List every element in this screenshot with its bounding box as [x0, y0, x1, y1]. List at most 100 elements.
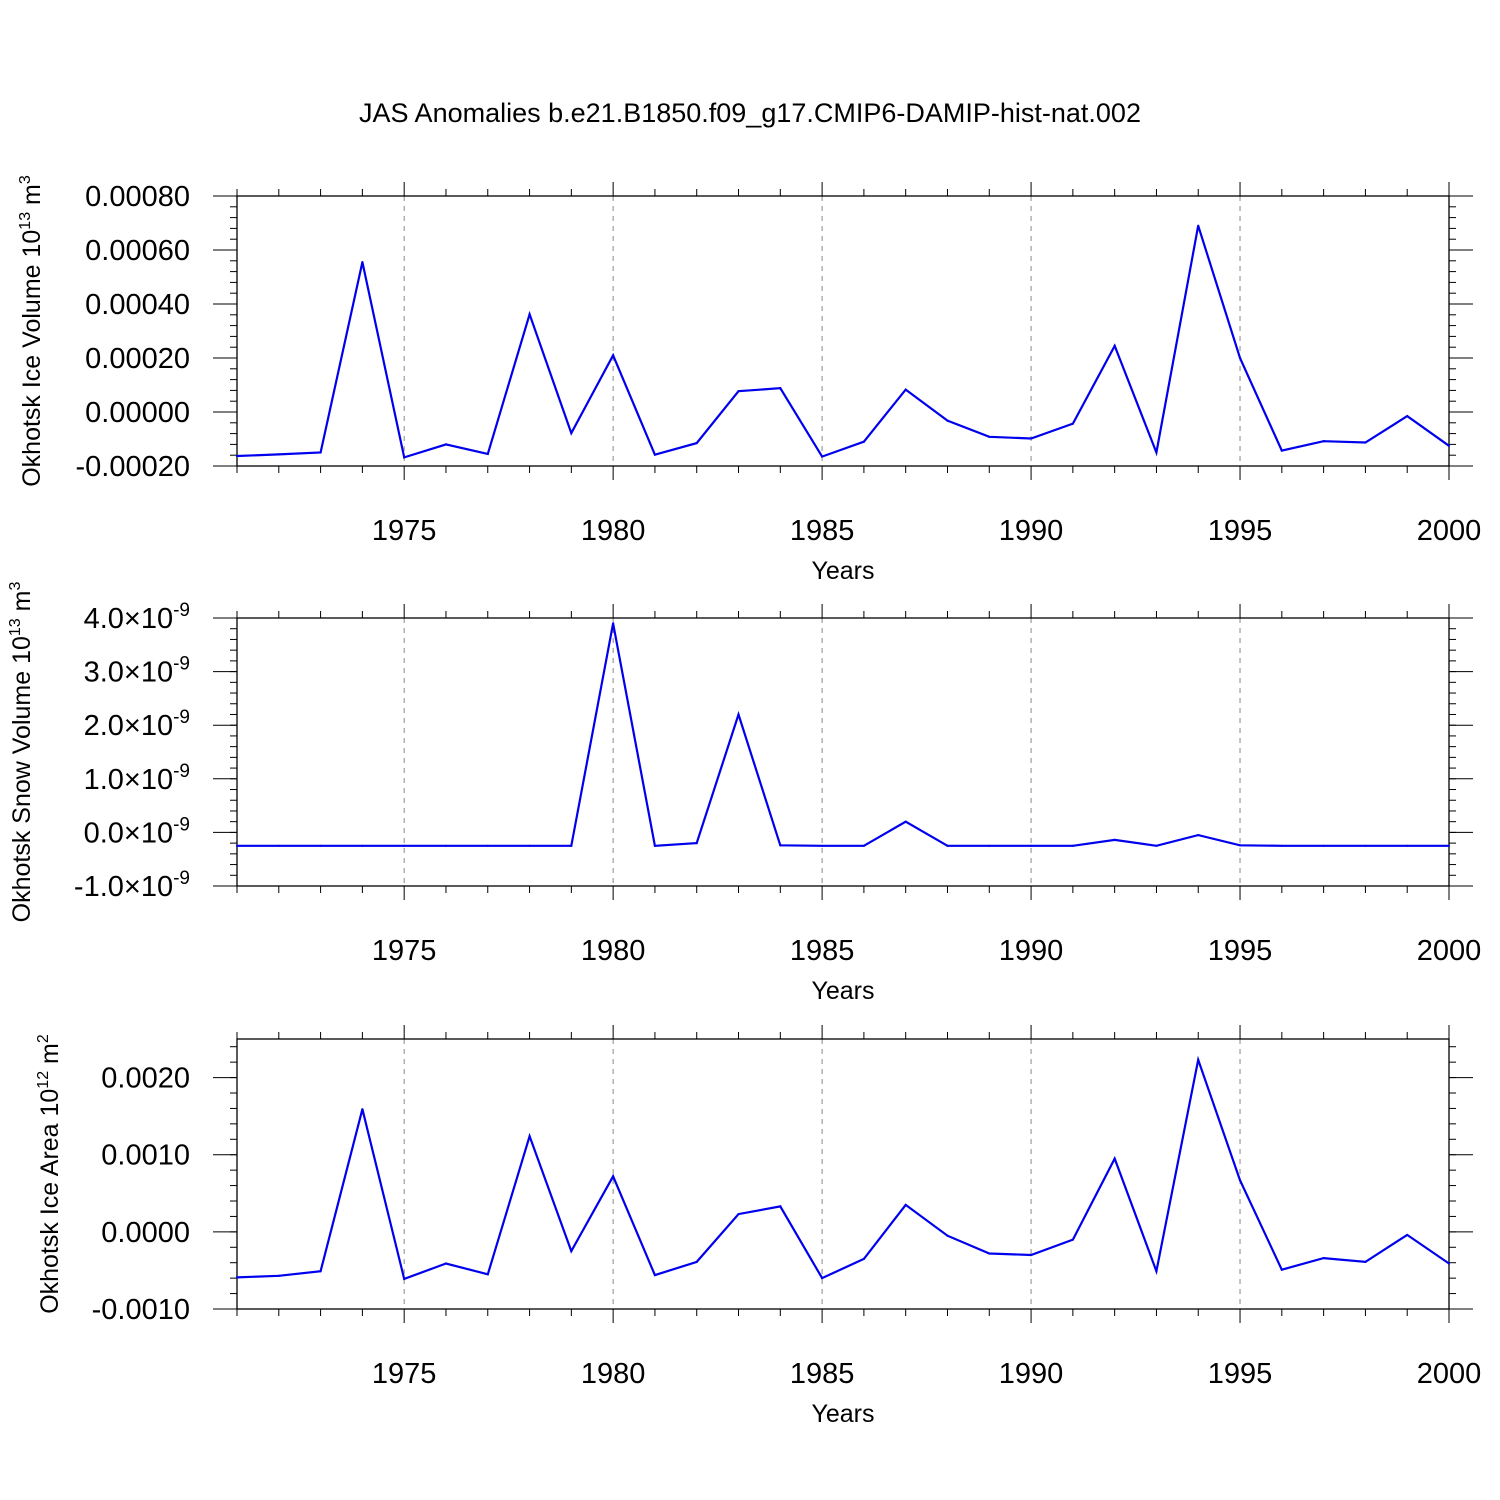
data-point [737, 713, 740, 716]
data-point [904, 820, 907, 823]
data-point [946, 419, 949, 422]
y-tick-label: 4.0×10-9 [84, 600, 190, 635]
data-point [403, 1277, 406, 1281]
y-axis-title-exponent: 13 [17, 212, 34, 230]
y-axis-title-exponent: 13 [7, 618, 24, 636]
data-point [570, 431, 573, 435]
data-point [1406, 844, 1409, 847]
x-tick-label: 2000 [1417, 935, 1482, 967]
y-axis-title-unit-exponent: 3 [7, 582, 24, 591]
chart-panel-3: 1975 1980 1985 1990 1995 2000 -0.0010 0.0000 0.0… [35, 1025, 1481, 1428]
data-point [1113, 838, 1116, 842]
data-point [1406, 414, 1409, 418]
x-tick-label: 2000 [1417, 515, 1482, 547]
data-point [361, 844, 364, 847]
data-point [779, 387, 782, 390]
y-axis-title-unit: m [18, 184, 46, 212]
plot-frame [236, 617, 1450, 887]
data-point [1155, 1270, 1158, 1273]
data-point [235, 454, 239, 458]
y-tick-label: -0.00020 [76, 451, 191, 483]
data-point [361, 1108, 364, 1111]
y-tick-label: 0.0020 [101, 1063, 190, 1095]
data-point [1364, 1260, 1367, 1264]
data-point [904, 1203, 907, 1206]
plot-frame [236, 1038, 1450, 1310]
y-tick-exponent: -9 [173, 814, 190, 835]
y-axis-title-unit: m [8, 591, 36, 619]
y-tick-times: ×10 [124, 603, 173, 635]
y-tick-mantissa: 1.0 [84, 764, 124, 796]
data-point [779, 844, 782, 847]
data-point [1071, 1238, 1074, 1241]
data-point [444, 1262, 448, 1265]
y-tick-label: 0.0000 [101, 1217, 190, 1249]
data-point [1029, 1253, 1033, 1257]
data-point [1071, 422, 1074, 425]
data-point [1029, 437, 1033, 440]
y-tick-times: ×10 [124, 871, 173, 903]
data-point [235, 844, 239, 847]
data-point [319, 1270, 322, 1273]
y-axis-title-main: Okhotsk Ice Area 10 [36, 1089, 64, 1314]
data-point [862, 440, 865, 443]
data-point [528, 844, 531, 847]
y-tick-label: 3.0×10-9 [84, 654, 190, 689]
data-point [612, 1175, 615, 1178]
y-tick-label: -0.0010 [92, 1294, 190, 1326]
data-point [988, 435, 991, 438]
data-point [988, 1252, 991, 1255]
x-tick-label: 1990 [999, 515, 1064, 547]
y-tick-times: ×10 [124, 657, 173, 689]
x-axis-title: Years [811, 977, 874, 1005]
data-point [486, 1273, 489, 1276]
x-tick-label: 1980 [581, 1358, 646, 1390]
data-point [1406, 1233, 1409, 1237]
y-tick-label: 0.00080 [85, 181, 190, 213]
y-tick-times: ×10 [124, 764, 173, 796]
data-point [1197, 833, 1200, 837]
data-point [277, 453, 280, 456]
data-point [1238, 356, 1242, 360]
data-point [486, 452, 489, 455]
data-point [695, 441, 698, 445]
y-tick-mantissa: 2.0 [84, 710, 124, 742]
y-tick-exponent: -9 [173, 761, 190, 782]
data-point [1447, 444, 1451, 447]
data-point [653, 1273, 657, 1277]
data-point [1280, 449, 1283, 452]
y-axis-title-main: Okhotsk Snow Volume 10 [8, 636, 36, 922]
data-point [862, 1257, 865, 1260]
y-tick-label: 0.00040 [85, 289, 190, 321]
data-point [821, 844, 824, 847]
x-tick-label: 1985 [790, 935, 855, 967]
data-point [1364, 441, 1367, 444]
y-tick-label: 0.00060 [85, 235, 190, 267]
data-point [528, 313, 531, 316]
data-point [444, 443, 448, 446]
y-tick-exponent: -9 [173, 707, 190, 728]
data-point [403, 844, 406, 847]
data-point [1447, 1262, 1451, 1265]
x-axis-title: Years [811, 1400, 874, 1428]
data-point [737, 1213, 740, 1216]
data-point [695, 1260, 698, 1264]
data-point [737, 390, 740, 393]
data-point [904, 388, 907, 391]
data-point [1155, 844, 1158, 847]
data-point [1322, 440, 1325, 443]
chart-panel-1: 1975 1980 1985 1990 1995 2000 -0.00020 0.00000 0… [17, 175, 1481, 585]
y-tick-times: ×10 [124, 817, 173, 849]
series-line [236, 1055, 1450, 1281]
data-point [1071, 844, 1074, 847]
figure-title: JAS Anomalies b.e21.B1850.f09_g17.CMIP6-… [359, 98, 1141, 128]
data-point [1280, 844, 1283, 847]
y-tick-label: 0.00020 [85, 343, 190, 375]
data-point [862, 844, 865, 847]
y-tick-label: 2.0×10-9 [84, 707, 190, 742]
series-line [236, 225, 1450, 459]
y-axis-title: Okhotsk Ice Area 1012 m2 [35, 1034, 64, 1314]
series-line [237, 623, 1449, 847]
y-tick-label: 0.0010 [101, 1140, 190, 1172]
data-point [695, 842, 698, 845]
